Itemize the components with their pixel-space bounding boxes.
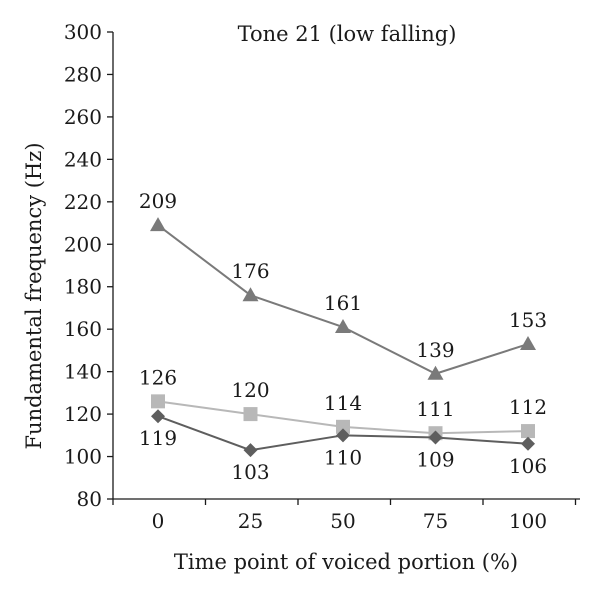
y-tick-label: 120 xyxy=(64,402,102,426)
triangle-marker xyxy=(242,287,259,302)
x-tick-label: 0 xyxy=(152,509,165,533)
y-tick-label: 220 xyxy=(64,190,102,214)
y-axis-ticks: 80 100 120 140 160 180 200 220 240 260 280 300 xyxy=(64,20,113,511)
x-tick-label: 25 xyxy=(238,509,263,533)
data-label: 161 xyxy=(324,291,362,315)
data-label: 111 xyxy=(416,397,454,421)
y-tick-label: 100 xyxy=(64,445,102,469)
data-label: 109 xyxy=(416,447,454,471)
diamond-marker xyxy=(428,430,443,445)
chart-title: Tone 21 (low falling) xyxy=(238,22,457,46)
data-label: 176 xyxy=(231,259,269,283)
square-marker xyxy=(521,424,535,439)
square-marker xyxy=(243,407,258,422)
y-tick-label: 300 xyxy=(64,20,102,44)
axes xyxy=(112,32,580,500)
x-axis-ticks: 0 25 50 75 100 xyxy=(112,499,577,533)
data-label: 139 xyxy=(416,338,454,362)
data-label: 126 xyxy=(139,365,177,389)
y-tick-label: 240 xyxy=(64,147,102,171)
triangle-marker xyxy=(520,336,536,351)
data-label: 153 xyxy=(509,308,547,332)
data-label: 209 xyxy=(139,189,177,213)
data-label: 110 xyxy=(324,445,362,469)
diamond-marker xyxy=(336,428,350,443)
square-marker xyxy=(151,394,165,409)
y-tick-label: 180 xyxy=(64,275,102,299)
y-tick-label: 160 xyxy=(64,317,102,341)
data-label: 103 xyxy=(231,460,269,484)
series-diamond: 119 103 110 109 106 xyxy=(139,409,547,484)
data-label: 114 xyxy=(324,391,362,415)
diamond-marker xyxy=(151,409,165,424)
triangle-marker xyxy=(427,365,444,380)
y-tick-label: 200 xyxy=(64,232,102,256)
y-tick-label: 140 xyxy=(64,360,102,384)
y-axis-title: Fundamental frequency (Hz) xyxy=(22,142,46,449)
x-tick-label: 50 xyxy=(330,509,355,533)
x-tick-label: 75 xyxy=(423,509,448,533)
data-label: 106 xyxy=(509,454,547,478)
series-square: 126 120 114 111 112 xyxy=(139,365,547,441)
diamond-marker xyxy=(521,436,535,451)
square-marker xyxy=(336,419,350,434)
diamond-marker xyxy=(243,443,258,458)
triangle-marker xyxy=(150,217,166,232)
triangle-marker xyxy=(335,319,351,334)
x-tick-label: 100 xyxy=(509,509,547,533)
series-triangle: 209 176 161 139 153 xyxy=(139,189,547,380)
y-tick-label: 80 xyxy=(77,487,102,511)
data-label: 119 xyxy=(139,426,177,450)
y-tick-label: 280 xyxy=(64,62,102,86)
data-label: 112 xyxy=(509,395,547,419)
y-tick-label: 260 xyxy=(64,105,102,129)
x-axis-title: Time point of voiced portion (%) xyxy=(174,550,518,574)
data-label: 120 xyxy=(231,378,269,402)
